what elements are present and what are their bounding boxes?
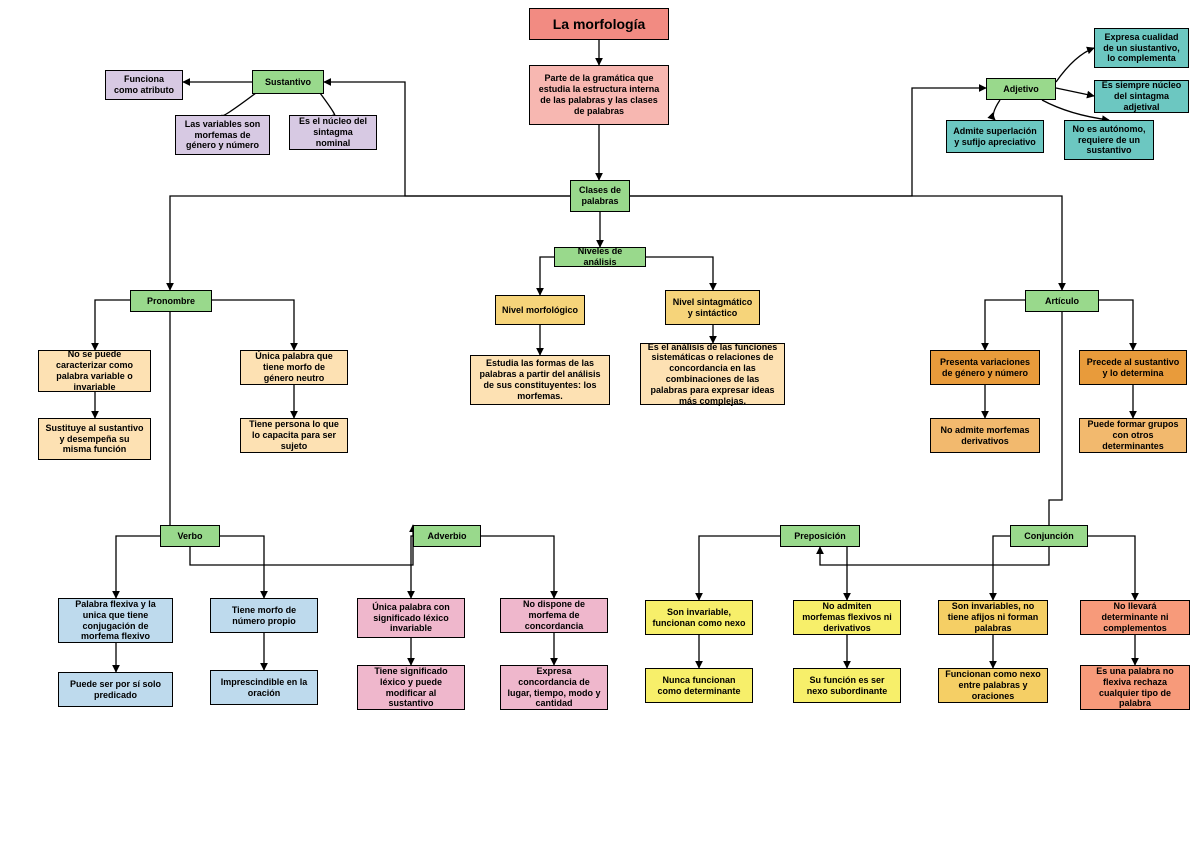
- node-morfo_d: Estudia las formas de las palabras a par…: [470, 355, 610, 405]
- node-verbo3: Tiene morfo de número propio: [210, 598, 318, 633]
- node-adj1: Expresa cualidad de un siustantivo, lo c…: [1094, 28, 1189, 68]
- node-adj3: Admite superlación y sufijo apreciativo: [946, 120, 1044, 153]
- edge: [1056, 88, 1094, 96]
- node-sintag_d: Es el análisis de las funciones sistemát…: [640, 343, 785, 405]
- node-pron4: Tiene persona lo que lo capacita para se…: [240, 418, 348, 453]
- node-adj4: No es autónomo, requiere de un sustantiv…: [1064, 120, 1154, 160]
- node-adv: Adverbio: [413, 525, 481, 547]
- edge: [985, 300, 1025, 350]
- node-sust2: Las variables son morfemas de género y n…: [175, 115, 270, 155]
- node-prep3: No admiten morfemas flexivos ni derivati…: [793, 600, 901, 635]
- node-art1: Presenta variaciones de género y número: [930, 350, 1040, 385]
- edge: [630, 88, 986, 196]
- edge: [481, 536, 554, 598]
- node-adv2: Tiene significado léxico y puede modific…: [357, 665, 465, 710]
- edge: [993, 100, 1000, 120]
- edge: [190, 547, 413, 565]
- edge: [320, 93, 335, 116]
- node-morfo: Nivel morfológico: [495, 295, 585, 325]
- node-conj: Conjunción: [1010, 525, 1088, 547]
- node-adv3: No dispone de morfema de concordancia: [500, 598, 608, 633]
- node-pron1: No se puede caracterizar como palabra va…: [38, 350, 151, 392]
- edge: [1088, 536, 1135, 600]
- node-verbo: Verbo: [160, 525, 220, 547]
- edge: [540, 257, 554, 295]
- node-verbo2: Puede ser por sí solo predicado: [58, 672, 173, 707]
- node-pron3: Única palabra que tiene morfo de género …: [240, 350, 348, 385]
- edge: [699, 536, 780, 600]
- node-sust: Sustantivo: [252, 70, 324, 94]
- node-prep: Preposición: [780, 525, 860, 547]
- edge: [1049, 312, 1062, 525]
- node-def: Parte de la gramática que estudia la est…: [529, 65, 669, 125]
- node-adv4: Expresa concordancia de lugar, tiempo, m…: [500, 665, 608, 710]
- node-sintag: Nivel sintagmático y sintáctico: [665, 290, 760, 325]
- node-pron: Pronombre: [130, 290, 212, 312]
- node-adv1: Única palabra con significado léxico inv…: [357, 598, 465, 638]
- node-sust1: Funciona como atributo: [105, 70, 183, 100]
- node-verbo1: Palabra flexiva y la unica que tiene con…: [58, 598, 173, 643]
- node-adj: Adjetivo: [986, 78, 1056, 100]
- node-prep2: Nunca funcionan como determinante: [645, 668, 753, 703]
- node-art2: No admite morfemas derivativos: [930, 418, 1040, 453]
- edge: [820, 547, 1049, 565]
- edge: [95, 300, 130, 350]
- node-conj1: Son invariables, no tiene afijos ni form…: [938, 600, 1048, 635]
- node-sust3: Es el núcleo del sintagma nominal: [289, 115, 377, 150]
- node-conj4: Es una palabra no flexiva rechaza cualqu…: [1080, 665, 1190, 710]
- edge: [993, 536, 1010, 600]
- edge: [116, 536, 160, 598]
- node-niveles: Niveles de análisis: [554, 247, 646, 267]
- node-prep4: Su función es ser nexo subordinante: [793, 668, 901, 703]
- node-art3: Precede al sustantivo y lo determina: [1079, 350, 1187, 385]
- edge: [212, 300, 294, 350]
- node-conj2: Funcionan como nexo entre palabras y ora…: [938, 668, 1048, 703]
- edge: [1099, 300, 1133, 350]
- node-conj3: No llevará determinante ni complementos: [1080, 600, 1190, 635]
- edge: [220, 536, 264, 598]
- node-adj2: Es siempre núcleo del sintagma adjetival: [1094, 80, 1189, 113]
- edge: [630, 196, 1062, 290]
- edge: [1056, 48, 1094, 82]
- edge: [646, 257, 713, 290]
- diagram-canvas: La morfología Parte de la gramática que e…: [0, 0, 1200, 848]
- edge: [170, 196, 570, 290]
- edge: [222, 93, 256, 116]
- node-title: La morfología: [529, 8, 669, 40]
- node-art4: Puede formar grupos con otros determinan…: [1079, 418, 1187, 453]
- node-pron2: Sustituye al sustantivo y desempeña su m…: [38, 418, 151, 460]
- node-prep1: Son invariable, funcionan como nexo: [645, 600, 753, 635]
- node-verbo4: Imprescindible en la oración: [210, 670, 318, 705]
- node-clases: Clases de palabras: [570, 180, 630, 212]
- node-art: Artículo: [1025, 290, 1099, 312]
